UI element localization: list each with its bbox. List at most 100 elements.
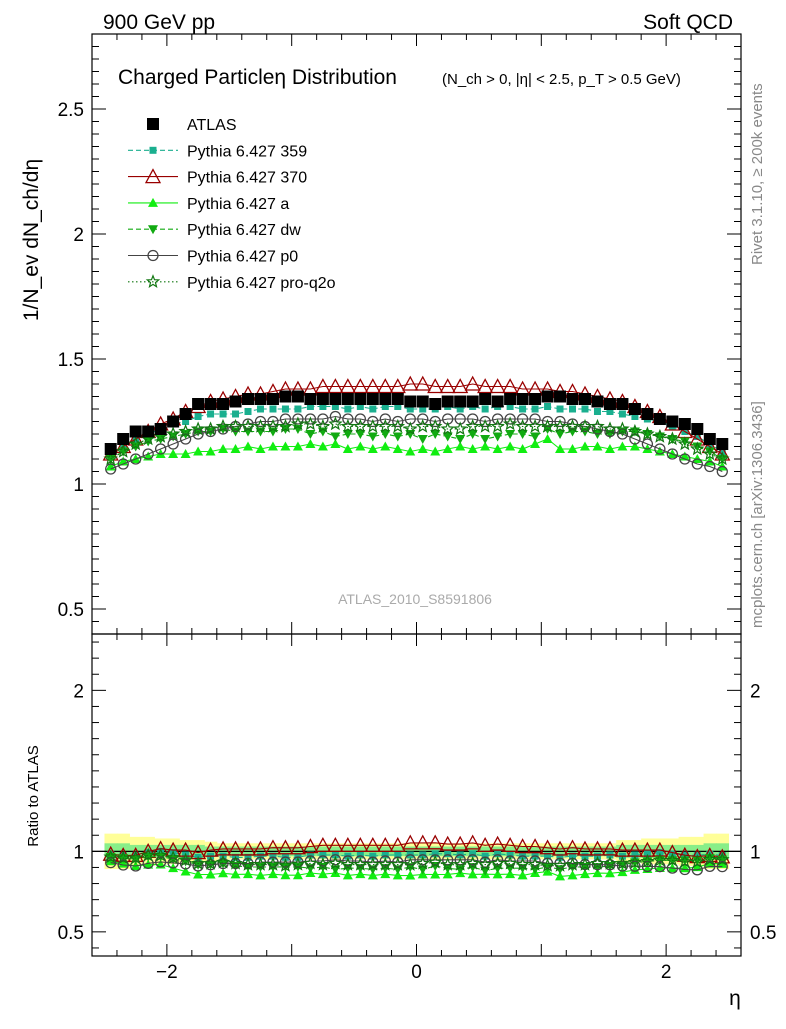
ratio-point-pp0 xyxy=(454,854,466,866)
ratio-point-pp0 xyxy=(604,859,616,871)
ratio-point-pq2o xyxy=(640,853,655,868)
ratio-point-pdw xyxy=(679,856,690,866)
ratio-point-pq2o xyxy=(427,854,443,869)
data-point-pq2o xyxy=(690,441,705,456)
ratio-point-pq2o xyxy=(690,854,705,869)
ratio-point-pq2o xyxy=(253,856,268,871)
ratio-point-pq2o xyxy=(353,856,368,871)
data-point-pdw xyxy=(530,432,541,442)
plot-title-cuts: (N_ch > 0, |η| < 2.5, p_T > 0.5 GeV) xyxy=(442,71,681,88)
ratio-point-p370 xyxy=(539,839,556,855)
ratio-point-p370 xyxy=(352,836,369,852)
data-point-p359 xyxy=(256,405,264,413)
ratio-point-pq2o xyxy=(502,855,518,870)
data-point-p359 xyxy=(581,405,589,413)
data-point-pq2o xyxy=(452,421,468,436)
data-point-pp0 xyxy=(392,415,404,428)
data-point-pa xyxy=(267,441,278,451)
data-point-atlas xyxy=(429,398,442,410)
series-pa xyxy=(105,434,728,471)
data-point-atlas xyxy=(391,393,404,405)
data-point-pp0 xyxy=(529,413,541,425)
ratio-point-pp0 xyxy=(192,860,204,872)
data-point-pdw xyxy=(330,432,341,442)
data-point-p359 xyxy=(294,405,302,413)
data-point-pa xyxy=(455,441,466,451)
ratio-point-pp0 xyxy=(354,855,366,867)
data-point-p370 xyxy=(427,378,444,394)
ratio-point-pq2o xyxy=(652,852,668,867)
ratio-point-p370 xyxy=(377,836,394,852)
series-pp0 xyxy=(105,410,728,478)
data-point-pq2o xyxy=(615,421,630,436)
ratio-point-pa xyxy=(567,870,578,880)
data-point-pdw xyxy=(467,430,478,439)
data-point-pq2o xyxy=(403,421,418,436)
data-point-pa xyxy=(567,444,578,453)
header-left: 900 GeV pp xyxy=(103,11,215,34)
data-point-pa xyxy=(542,434,553,443)
data-point-pq2o xyxy=(540,418,555,433)
ratio-point-p370 xyxy=(252,840,269,856)
ratio-point-pq2o xyxy=(677,854,693,868)
data-point-atlas xyxy=(279,390,292,403)
ratio-point-pq2o xyxy=(140,847,156,862)
ratio-point-pp0 xyxy=(217,857,229,870)
ratio-point-p359 xyxy=(431,850,439,858)
ratio-point-pa xyxy=(355,869,366,879)
data-point-pp0 xyxy=(342,413,354,425)
data-point-p359 xyxy=(406,405,414,413)
data-point-atlas xyxy=(416,395,429,408)
data-point-pp0 xyxy=(704,460,716,473)
data-point-atlas xyxy=(504,393,517,405)
ratio-point-p359 xyxy=(718,852,726,860)
data-point-atlas xyxy=(491,395,504,408)
data-point-atlas xyxy=(379,393,392,405)
ratio-point-pa xyxy=(317,869,328,879)
ratio-point-pa xyxy=(592,868,603,878)
ratio-point-pp0 xyxy=(204,859,217,871)
data-point-p370 xyxy=(327,378,344,394)
ratio-point-p359 xyxy=(494,850,502,858)
ratio-point-pq2o xyxy=(590,855,605,870)
data-point-pp0 xyxy=(554,415,566,428)
data-point-pdw xyxy=(367,432,378,442)
ratio-point-pa xyxy=(442,869,453,879)
legend-label-p370: Pythia 6.427 370 xyxy=(187,170,307,187)
ratio-point-pq2o xyxy=(415,855,430,870)
data-point-p359 xyxy=(556,405,564,413)
ratio-point-p359 xyxy=(581,852,589,860)
ratio-point-pq2o xyxy=(465,855,480,870)
data-point-p359 xyxy=(232,410,240,418)
data-point-pq2o xyxy=(715,451,730,466)
data-point-pq2o xyxy=(515,418,530,433)
ratio-point-pa xyxy=(492,869,503,879)
header-right: Soft QCD xyxy=(643,11,733,34)
data-point-pq2o xyxy=(440,421,455,436)
ratio-point-pp0 xyxy=(179,858,192,870)
data-point-pa xyxy=(405,446,416,456)
ratio-point-p370 xyxy=(364,836,381,852)
ratio-point-p370 xyxy=(389,836,406,852)
ratio-point-p370 xyxy=(589,840,606,856)
ratio-point-p370 xyxy=(489,835,506,851)
x-tick-label: 2 xyxy=(661,962,672,983)
data-point-pdw xyxy=(417,435,428,444)
data-point-pp0 xyxy=(279,413,292,425)
ratio-point-pq2o xyxy=(515,856,530,871)
data-point-pa xyxy=(492,444,503,453)
data-point-atlas xyxy=(316,393,329,405)
ratio-point-pq2o xyxy=(265,856,281,871)
data-point-pdw xyxy=(679,437,690,447)
data-point-pq2o xyxy=(365,418,381,433)
ratio-point-p370 xyxy=(464,834,481,850)
data-point-p359 xyxy=(569,405,577,413)
data-point-pq2o xyxy=(190,421,206,436)
data-point-p359 xyxy=(207,410,215,418)
data-point-pdw xyxy=(342,430,353,439)
ratio-point-p370 xyxy=(227,840,244,856)
ratio-point-pp0 xyxy=(704,860,716,873)
ratio-point-pq2o xyxy=(702,851,718,866)
data-point-p359 xyxy=(506,403,514,410)
